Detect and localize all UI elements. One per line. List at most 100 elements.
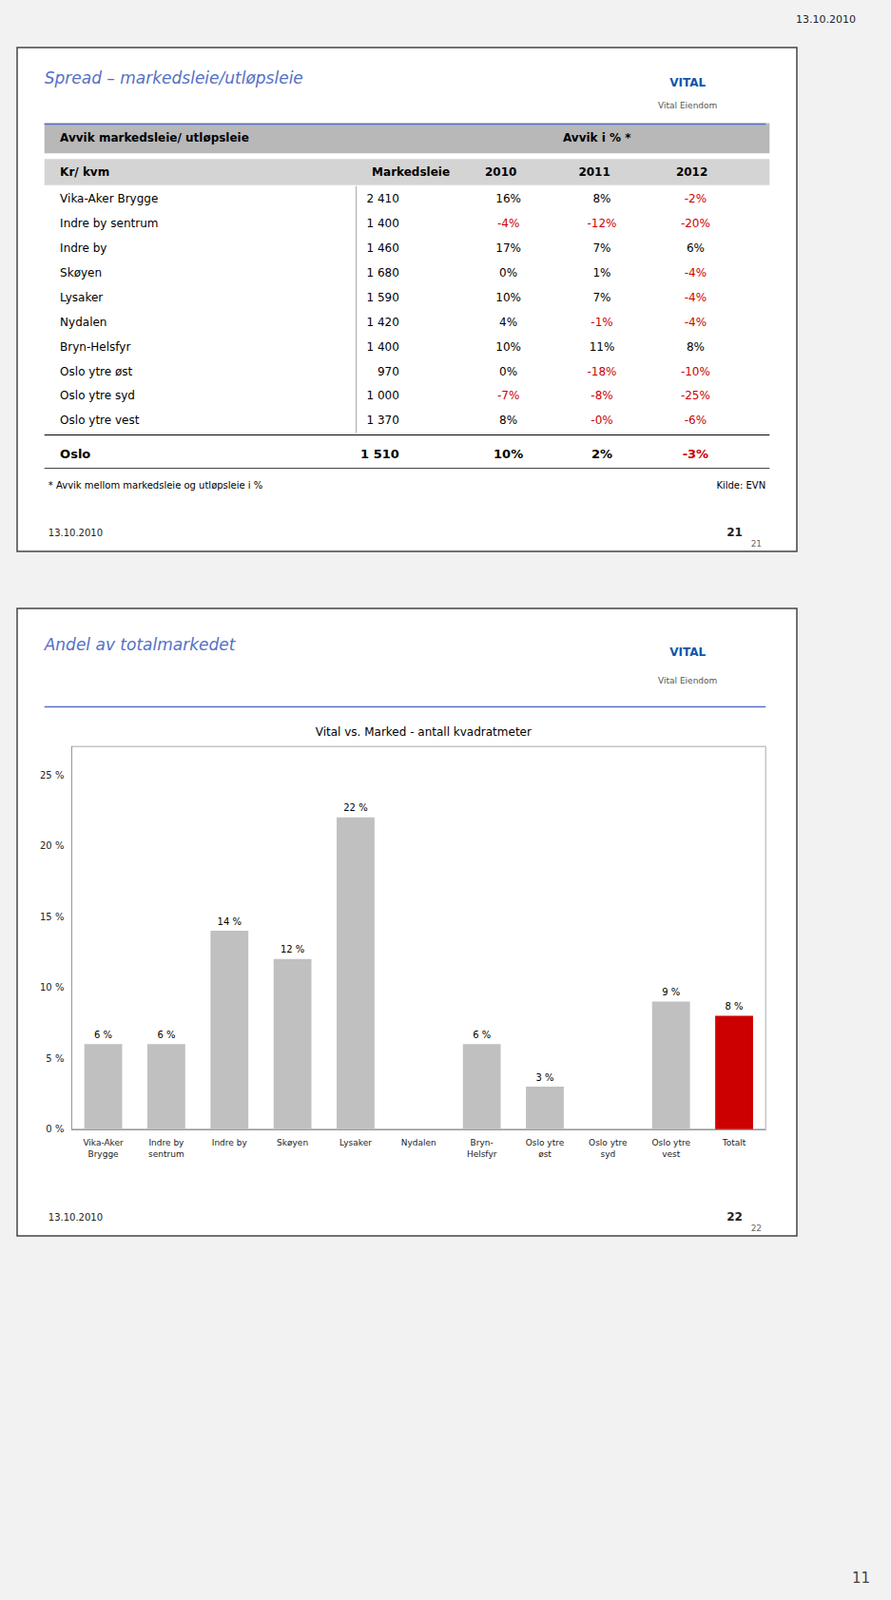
svg-text:øst: øst — [538, 1149, 552, 1160]
svg-text:12 %: 12 % — [280, 944, 305, 955]
svg-text:Bryn-Helsfyr: Bryn-Helsfyr — [59, 340, 131, 354]
svg-text:* Avvik mellom markedsleie og: * Avvik mellom markedsleie og utløpsleie… — [48, 480, 264, 491]
svg-text:7%: 7% — [592, 290, 611, 305]
svg-text:Oslo ytre øst: Oslo ytre øst — [59, 365, 133, 379]
svg-text:20 %: 20 % — [39, 840, 64, 852]
svg-text:-7%: -7% — [497, 388, 520, 403]
svg-text:Oslo ytre syd: Oslo ytre syd — [59, 388, 136, 403]
svg-text:6 %: 6 % — [472, 1029, 491, 1041]
svg-text:Brygge: Brygge — [87, 1149, 119, 1160]
svg-text:Oslo ytre: Oslo ytre — [525, 1138, 565, 1148]
svg-text:Avvik i % *: Avvik i % * — [562, 131, 632, 145]
svg-text:-25%: -25% — [680, 388, 711, 403]
svg-text:-4%: -4% — [684, 266, 707, 280]
svg-text:2012: 2012 — [676, 165, 708, 179]
svg-text:Oslo ytre vest: Oslo ytre vest — [59, 413, 140, 427]
svg-text:Vital Eiendom: Vital Eiendom — [658, 676, 717, 686]
svg-text:15 %: 15 % — [39, 911, 64, 923]
svg-text:Indre by sentrum: Indre by sentrum — [59, 216, 158, 231]
svg-text:10%: 10% — [493, 446, 523, 462]
svg-text:1 680: 1 680 — [366, 266, 399, 280]
svg-text:1%: 1% — [592, 266, 611, 280]
svg-text:Oslo ytre: Oslo ytre — [588, 1138, 628, 1148]
svg-text:Indre by: Indre by — [212, 1138, 249, 1148]
svg-text:6 %: 6 % — [156, 1029, 175, 1041]
svg-text:1 000: 1 000 — [366, 388, 399, 403]
svg-text:Skøyen: Skøyen — [276, 1138, 309, 1148]
svg-text:21: 21 — [726, 525, 743, 540]
svg-text:2011: 2011 — [578, 165, 610, 179]
svg-text:3 %: 3 % — [535, 1072, 554, 1084]
svg-text:8 %: 8 % — [725, 1001, 744, 1012]
svg-text:16%: 16% — [495, 192, 522, 206]
svg-text:-0%: -0% — [590, 413, 613, 427]
svg-text:-4%: -4% — [497, 216, 520, 231]
svg-text:1 510: 1 510 — [360, 446, 400, 462]
svg-text:-2%: -2% — [684, 192, 707, 206]
svg-text:Avvik markedsleie/ utløpsleie: Avvik markedsleie/ utløpsleie — [59, 131, 250, 145]
svg-text:10%: 10% — [495, 290, 522, 305]
svg-text:Nydalen: Nydalen — [59, 315, 107, 330]
svg-text:sentrum: sentrum — [148, 1149, 185, 1160]
svg-text:0%: 0% — [499, 266, 518, 280]
svg-text:6%: 6% — [686, 241, 705, 255]
svg-text:Andel av totalmarkedet: Andel av totalmarkedet — [43, 635, 237, 655]
svg-text:Markedsleie: Markedsleie — [371, 165, 450, 179]
svg-text:Oslo: Oslo — [59, 446, 91, 462]
svg-text:Kr/ kvm: Kr/ kvm — [59, 165, 110, 179]
svg-text:25 %: 25 % — [39, 770, 64, 781]
svg-text:17%: 17% — [495, 241, 522, 255]
svg-text:0 %: 0 % — [45, 1123, 64, 1135]
svg-text:8%: 8% — [686, 340, 705, 354]
svg-text:syd: syd — [600, 1149, 616, 1160]
svg-text:11%: 11% — [589, 340, 616, 354]
svg-text:22 %: 22 % — [343, 802, 368, 814]
svg-text:2010: 2010 — [484, 165, 517, 179]
svg-text:-4%: -4% — [684, 315, 707, 330]
svg-text:22: 22 — [726, 1210, 743, 1224]
svg-text:14 %: 14 % — [217, 916, 242, 928]
svg-text:10%: 10% — [495, 340, 522, 354]
svg-text:Skøyen: Skøyen — [59, 266, 102, 280]
svg-text:Vika-Aker Brygge: Vika-Aker Brygge — [59, 192, 158, 206]
svg-text:-18%: -18% — [586, 365, 617, 379]
svg-text:-4%: -4% — [684, 290, 707, 305]
svg-text:1 460: 1 460 — [366, 241, 399, 255]
svg-text:1 590: 1 590 — [366, 290, 399, 305]
svg-text:1 370: 1 370 — [366, 413, 399, 427]
svg-text:13.10.2010: 13.10.2010 — [48, 1212, 103, 1223]
svg-text:Vika-Aker: Vika-Aker — [82, 1138, 124, 1148]
svg-text:-1%: -1% — [590, 315, 613, 330]
svg-text:1 420: 1 420 — [366, 315, 399, 330]
svg-text:11: 11 — [852, 1569, 871, 1588]
svg-text:Nydalen: Nydalen — [401, 1138, 437, 1148]
svg-text:-12%: -12% — [586, 216, 617, 231]
svg-text:21: 21 — [751, 539, 762, 549]
svg-text:-10%: -10% — [680, 365, 711, 379]
svg-text:8%: 8% — [592, 192, 611, 206]
svg-text:6 %: 6 % — [94, 1029, 113, 1041]
svg-text:VITAL: VITAL — [669, 76, 706, 90]
svg-text:970: 970 — [377, 365, 400, 379]
svg-text:Helsfyr: Helsfyr — [466, 1149, 498, 1160]
svg-text:VITAL: VITAL — [669, 645, 706, 659]
svg-text:13.10.2010: 13.10.2010 — [48, 527, 103, 539]
svg-text:Indre by: Indre by — [59, 241, 107, 255]
svg-text:Lysaker: Lysaker — [59, 290, 103, 305]
svg-text:Kilde: EVN: Kilde: EVN — [716, 480, 766, 491]
svg-text:Indre by: Indre by — [148, 1138, 185, 1148]
svg-text:13.10.2010: 13.10.2010 — [795, 13, 856, 26]
svg-text:Vital vs. Marked - antall kvad: Vital vs. Marked - antall kvadratmeter — [315, 725, 532, 739]
svg-text:8%: 8% — [499, 413, 518, 427]
svg-text:7%: 7% — [592, 241, 611, 255]
svg-text:Lysaker: Lysaker — [339, 1138, 372, 1148]
svg-text:2 410: 2 410 — [366, 192, 399, 206]
svg-text:10 %: 10 % — [39, 982, 64, 993]
svg-text:1 400: 1 400 — [366, 340, 399, 354]
svg-text:Vital Eiendom: Vital Eiendom — [658, 100, 717, 111]
svg-text:9 %: 9 % — [661, 987, 680, 998]
svg-text:-6%: -6% — [684, 413, 707, 427]
svg-text:-20%: -20% — [680, 216, 711, 231]
svg-text:2%: 2% — [591, 446, 613, 462]
svg-text:5 %: 5 % — [45, 1053, 64, 1065]
